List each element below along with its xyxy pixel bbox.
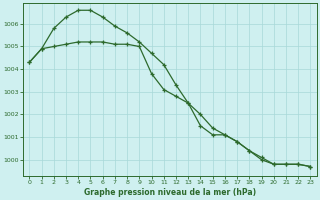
X-axis label: Graphe pression niveau de la mer (hPa): Graphe pression niveau de la mer (hPa) <box>84 188 256 197</box>
